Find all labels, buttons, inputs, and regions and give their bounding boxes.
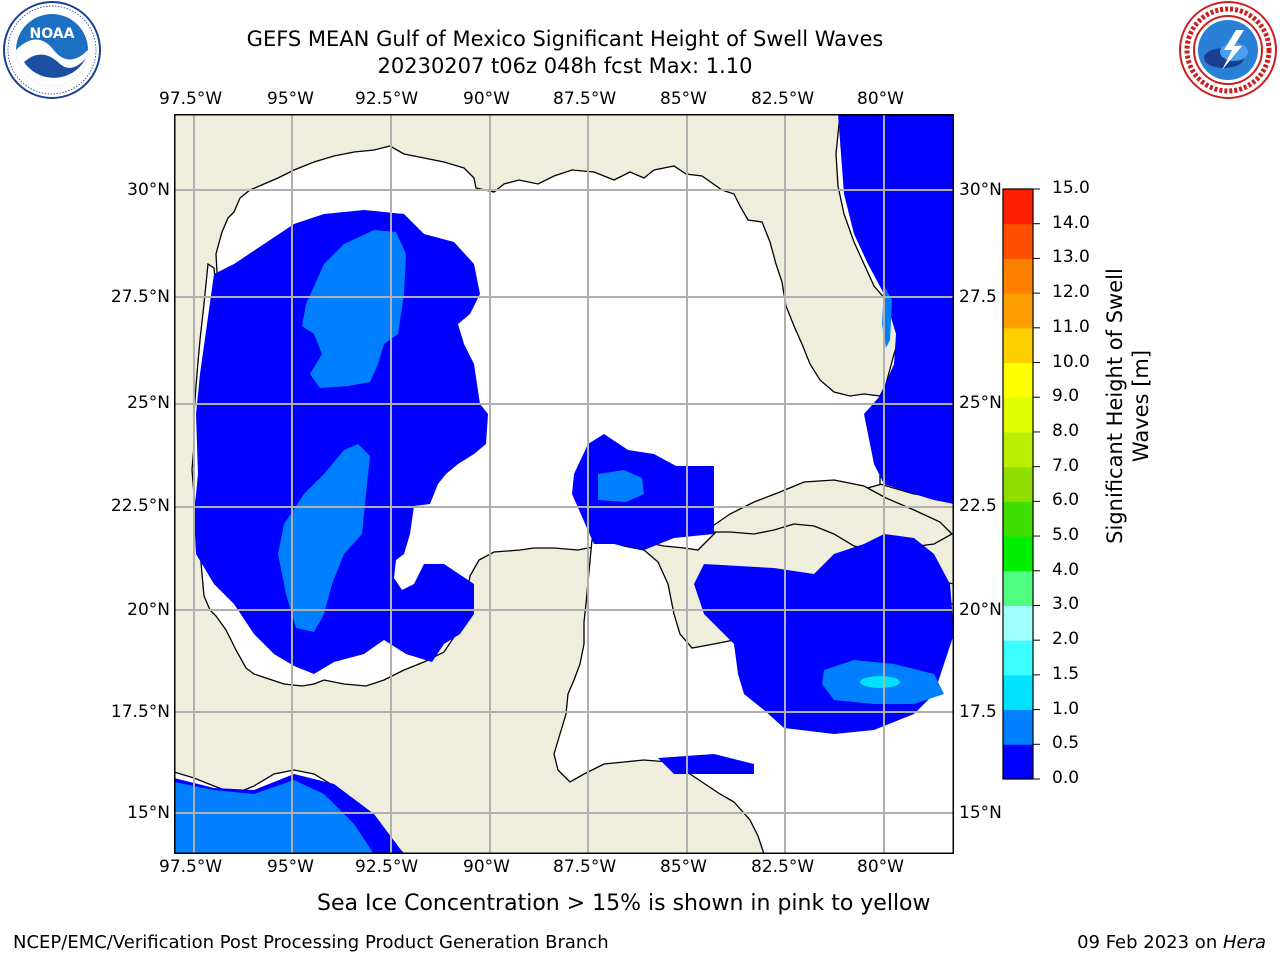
- lat-label-left: 20°N: [127, 600, 170, 620]
- lon-label-top: 85°W: [660, 89, 707, 109]
- colorbar-tick-label: 7.0: [1052, 455, 1080, 476]
- map-frame: [174, 114, 954, 854]
- colorbar-tick-label: 5.0: [1052, 525, 1080, 546]
- colorbar-band: [1003, 709, 1033, 745]
- colorbar-band: [1003, 223, 1033, 259]
- lon-label-bottom: 92.5°W: [355, 857, 419, 877]
- lat-label-right: 30°N: [959, 180, 1002, 200]
- colorbar-band: [1003, 640, 1033, 676]
- sea-ice-note: Sea Ice Concentration > 15% is shown in …: [317, 891, 931, 916]
- lon-label-bottom: 95°W: [267, 857, 314, 877]
- lat-label-left: 27.5°N: [110, 287, 170, 307]
- colorbar-tick-label: 1.0: [1052, 698, 1080, 719]
- colorbar-tick-label: 1.5: [1052, 663, 1080, 684]
- colorbar: [1002, 188, 1040, 780]
- noaa-logo-text: NOAA: [30, 26, 75, 42]
- colorbar-title-line1: Significant Height of Swell: [1103, 268, 1127, 544]
- lat-label-right: 15°N: [959, 803, 1002, 823]
- colorbar-title-line2: Waves [m]: [1129, 349, 1153, 463]
- colorbar-frame: [1002, 188, 1034, 780]
- colorbar-tick-label: 14.0: [1052, 212, 1090, 233]
- lat-label-right: 22.5: [959, 496, 997, 516]
- lon-label-top: 87.5°W: [553, 89, 617, 109]
- generation-date-text: 09 Feb 2023 on: [1077, 932, 1223, 953]
- colorbar-band: [1003, 466, 1033, 502]
- colorbar-band: [1003, 327, 1033, 364]
- colorbar-band: [1003, 744, 1033, 780]
- swell-10-15m-regions: [860, 676, 900, 688]
- colorbar-band: [1003, 397, 1033, 433]
- colorbar-title: Significant Height of Swell Waves [m]: [1102, 176, 1158, 636]
- lat-label-left: 17.5°N: [110, 702, 170, 722]
- colorbar-tick-label: 2.0: [1052, 629, 1080, 650]
- branch-credit: NCEP/EMC/Verification Post Processing Pr…: [13, 932, 609, 953]
- lon-label-top: 95°W: [267, 89, 314, 109]
- colorbar-band: [1003, 570, 1033, 606]
- colorbar-tick-label: 10.0: [1052, 351, 1090, 372]
- colorbar-band: [1003, 189, 1033, 225]
- lat-label-right: 17.5: [959, 702, 997, 722]
- lon-label-bottom: 90°W: [463, 857, 510, 877]
- colorbar-band: [1003, 362, 1033, 398]
- lat-label-right: 27.5: [959, 287, 997, 307]
- host-name: Hera: [1222, 932, 1266, 953]
- lon-label-top: 97.5°W: [159, 89, 223, 109]
- colorbar-tick-label: 8.0: [1052, 420, 1080, 441]
- colorbar-band: [1003, 431, 1033, 468]
- map-gridlines: [174, 114, 954, 854]
- lon-label-bottom: 80°W: [857, 857, 904, 877]
- lon-label-bottom: 85°W: [660, 857, 707, 877]
- lon-label-bottom: 97.5°W: [159, 857, 223, 877]
- chart-title: GEFS MEAN Gulf of Mexico Significant Hei…: [246, 27, 884, 51]
- lon-label-top: 90°W: [463, 89, 510, 109]
- lon-label-top: 82.5°W: [751, 89, 815, 109]
- chart-subtitle: 20230207 t06z 048h fcst Max: 1.10: [377, 54, 753, 78]
- colorbar-band: [1003, 501, 1033, 537]
- colorbar-tick-label: 15.0: [1052, 178, 1090, 198]
- colorbar-tick-label: 12.0: [1052, 282, 1090, 303]
- colorbar-band: [1003, 258, 1033, 294]
- colorbar-tick-label: 13.0: [1052, 247, 1090, 268]
- colorbar-tick-label: 0.5: [1052, 733, 1080, 754]
- lat-label-right: 20°N: [959, 600, 1002, 620]
- colorbar-tick-label: 3.0: [1052, 594, 1080, 615]
- colorbar-tick-label: 6.0: [1052, 490, 1080, 511]
- colorbar-band: [1003, 605, 1033, 641]
- lon-label-top: 80°W: [857, 89, 904, 109]
- lat-label-left: 15°N: [127, 803, 170, 823]
- colorbar-band: [1003, 293, 1033, 329]
- colorbar-band: [1003, 674, 1033, 711]
- lon-label-top: 92.5°W: [355, 89, 419, 109]
- lon-label-bottom: 87.5°W: [553, 857, 617, 877]
- lat-label-left: 30°N: [127, 180, 170, 200]
- colorbar-band: [1003, 536, 1033, 572]
- lon-label-bottom: 82.5°W: [751, 857, 815, 877]
- lat-label-right: 25°N: [959, 393, 1002, 413]
- colorbar-tick-label: 4.0: [1052, 559, 1080, 580]
- colorbar-tick-label: 9.0: [1052, 386, 1080, 407]
- colorbar-tick-label: 11.0: [1052, 316, 1090, 337]
- gulf-of-mexico-map: [174, 114, 954, 854]
- noaa-logo: NOAA: [3, 1, 101, 99]
- colorbar-tick-label: 0.0: [1052, 768, 1080, 788]
- lat-label-left: 25°N: [127, 393, 170, 413]
- lat-label-left: 22.5°N: [110, 496, 170, 516]
- generation-date: 09 Feb 2023 on Hera: [1077, 932, 1266, 953]
- swell-05-10m-regions: [174, 230, 944, 854]
- nws-logo: [1179, 1, 1277, 99]
